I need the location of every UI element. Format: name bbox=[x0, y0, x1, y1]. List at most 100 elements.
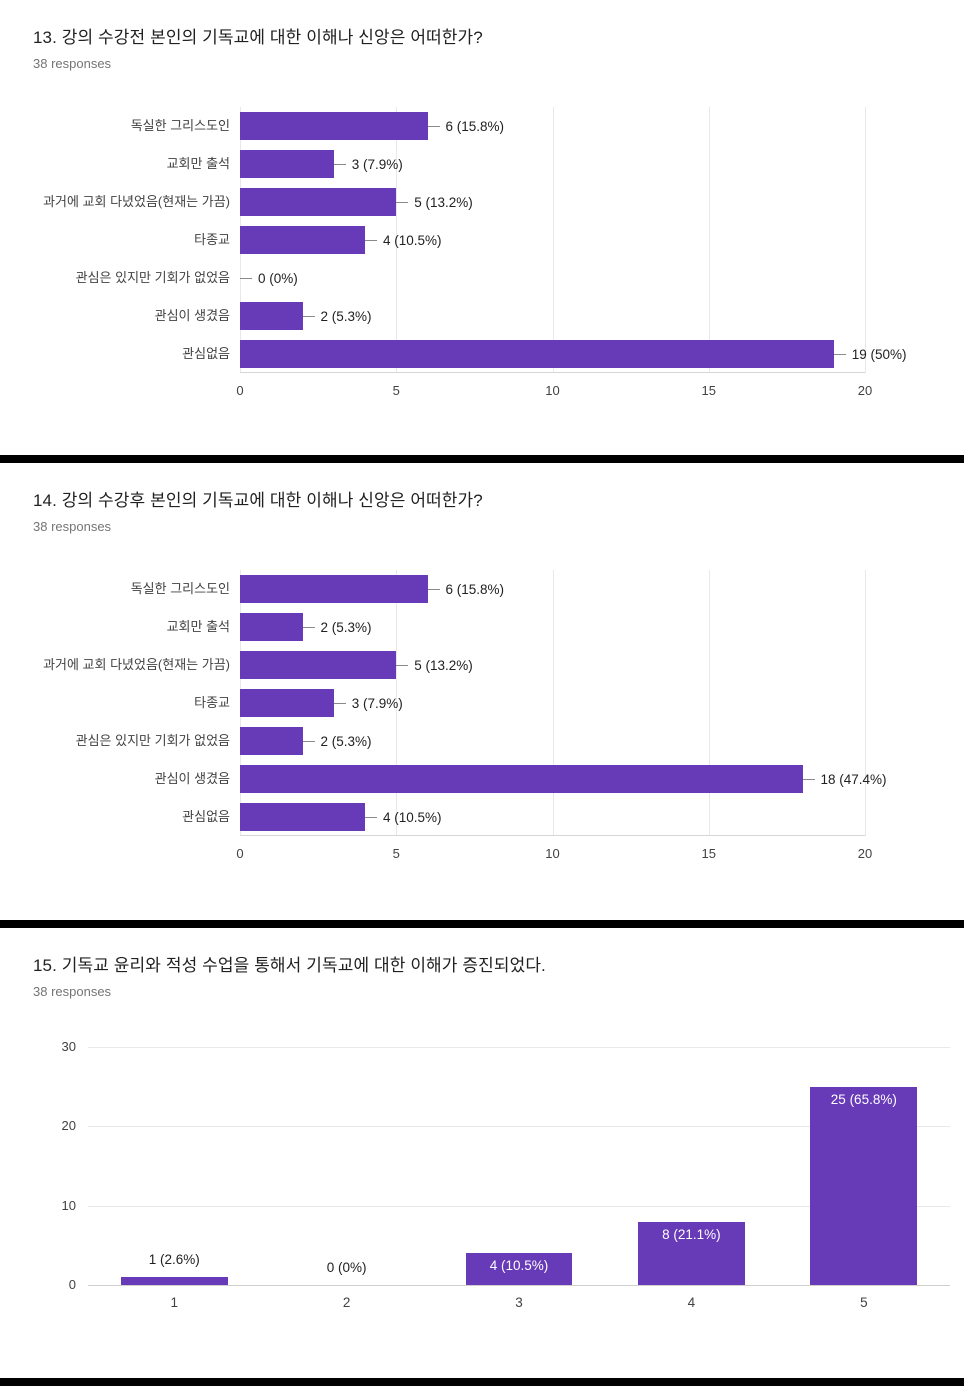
grid-line bbox=[88, 1047, 950, 1048]
chart-row: 과거에 교회 다녔었음(현재는 가끔) 5 (13.2%) bbox=[0, 646, 964, 684]
chart-row: 과거에 교회 다녔었음(현재는 가끔) 5 (13.2%) bbox=[0, 183, 964, 221]
axis-tick-label: 5 bbox=[392, 383, 400, 398]
grid-line bbox=[708, 107, 710, 373]
callout-line bbox=[365, 816, 377, 818]
bar bbox=[240, 112, 428, 140]
value-label: 6 (15.8%) bbox=[445, 581, 505, 597]
grid-line bbox=[88, 1126, 950, 1128]
callout-line bbox=[365, 239, 377, 241]
chart-row: 관심이 생겼음 18 (47.4%) bbox=[0, 760, 964, 798]
axis-tick-label: 0 bbox=[68, 1277, 76, 1292]
value-label: 2 (5.3%) bbox=[320, 619, 372, 635]
grid-line bbox=[88, 1205, 950, 1207]
callout-line bbox=[333, 702, 346, 704]
bar-track: 0 (0%) bbox=[240, 259, 964, 297]
responses-count: 38 responses bbox=[33, 984, 112, 999]
bar-track: 18 (47.4%) bbox=[240, 760, 964, 798]
grid-line bbox=[552, 570, 554, 836]
bar bbox=[240, 575, 428, 603]
axis-tick-label: 3 bbox=[515, 1295, 523, 1310]
question-15-chart: 0 10 20 30 1 (2.6%) 0 (0%) 4 (10.5%) 8 (21.1%) 2… bbox=[0, 1039, 964, 1310]
grid-line bbox=[396, 570, 398, 836]
axis-tick-label: 20 bbox=[61, 1118, 76, 1134]
bar bbox=[240, 727, 303, 755]
bar-track: 2 (5.3%) bbox=[240, 722, 964, 760]
question-13-section: 13. 강의 수강전 본인의 기독교에 대한 이해나 신앙은 어떠한가? 38 … bbox=[0, 0, 964, 455]
bar bbox=[240, 340, 834, 368]
chart-row: 관심없음 4 (10.5%) bbox=[0, 798, 964, 836]
callout-line bbox=[302, 315, 315, 317]
chart-row: 관심은 있지만 기회가 없었음 2 (5.3%) bbox=[0, 722, 964, 760]
bar bbox=[240, 188, 397, 216]
axis-tick-label: 1 bbox=[170, 1295, 178, 1310]
bar-track: 2 (5.3%) bbox=[240, 297, 964, 335]
value-label: 1 (2.6%) bbox=[148, 1252, 200, 1268]
grid-line bbox=[865, 570, 866, 836]
callout-line bbox=[333, 163, 346, 165]
x-axis: 1 2 3 4 5 bbox=[88, 1295, 950, 1310]
chart-row: 교회만 출석 3 (7.9%) bbox=[0, 145, 964, 183]
axis-line bbox=[240, 835, 865, 836]
axis-line bbox=[88, 1285, 950, 1286]
grid-line bbox=[865, 107, 866, 373]
bar-track: 3 (7.9%) bbox=[240, 145, 964, 183]
chart-row: 교회만 출석 2 (5.3%) bbox=[0, 608, 964, 646]
chart-plot-area: 0 10 20 30 1 (2.6%) 0 (0%) 4 (10.5%) 8 (21.1%) 2… bbox=[62, 1039, 950, 1292]
value-label: 3 (7.9%) bbox=[351, 695, 403, 711]
chart-row: 관심은 있지만 기회가 없었음 0 (0%) bbox=[0, 259, 964, 297]
value-label: 6 (15.8%) bbox=[445, 118, 505, 134]
chart-plot-area: 독실한 그리스도인 6 (15.8%) 교회만 출석 2 (5.3%) 과거에 교회 다… bbox=[0, 570, 964, 836]
category-label: 관심은 있지만 기회가 없었음 bbox=[75, 733, 230, 749]
question-14-section: 14. 강의 수강후 본인의 기독교에 대한 이해나 신앙은 어떠한가? 38 … bbox=[0, 463, 964, 920]
value-label: 8 (21.1%) bbox=[662, 1226, 721, 1242]
value-label: 4 (10.5%) bbox=[383, 809, 442, 825]
bar bbox=[240, 689, 334, 717]
section-divider bbox=[0, 455, 964, 463]
value-label: 25 (65.8%) bbox=[830, 1091, 897, 1107]
chart-row: 관심이 생겼음 2 (5.3%) bbox=[0, 297, 964, 335]
axis-tick-label: 10 bbox=[545, 383, 560, 398]
grid-line bbox=[396, 107, 398, 373]
bar-column: 25 (65.8%) bbox=[778, 1047, 950, 1285]
bar: 8 (21.1%) bbox=[637, 1221, 745, 1285]
axis-tick-label: 10 bbox=[61, 1197, 76, 1213]
value-label: 5 (13.2%) bbox=[414, 194, 473, 210]
callout-line bbox=[802, 778, 815, 780]
bar: 4 (10.5%) bbox=[465, 1253, 573, 1285]
bar-track: 5 (13.2%) bbox=[240, 183, 964, 221]
bar bbox=[240, 226, 365, 254]
category-label: 관심이 생겼음 bbox=[154, 308, 230, 324]
bar-track: 4 (10.5%) bbox=[240, 221, 964, 259]
category-label: 관심없음 bbox=[182, 346, 230, 362]
value-label: 0 (0%) bbox=[258, 270, 298, 286]
bars-area: 1 (2.6%) 0 (0%) 4 (10.5%) 8 (21.1%) 25 (65.8… bbox=[88, 1047, 950, 1285]
callout-line bbox=[427, 588, 440, 590]
x-axis: 0 5 10 15 20 bbox=[0, 373, 964, 407]
category-label: 독실한 그리스도인 bbox=[130, 581, 230, 597]
category-label: 독실한 그리스도인 bbox=[130, 118, 230, 134]
bar bbox=[240, 651, 397, 679]
bar-track: 2 (5.3%) bbox=[240, 608, 964, 646]
callout-line bbox=[427, 125, 440, 127]
axis-tick-label: 5 bbox=[392, 846, 400, 861]
callout-line bbox=[240, 277, 252, 279]
chart-row: 타종교 4 (10.5%) bbox=[0, 221, 964, 259]
category-label: 관심이 생겼음 bbox=[154, 771, 230, 787]
callout-line bbox=[396, 664, 409, 666]
category-label: 과거에 교회 다녔었음(현재는 가끔) bbox=[43, 194, 230, 210]
bar-column: 1 (2.6%) bbox=[88, 1047, 260, 1285]
category-label: 타종교 bbox=[194, 695, 230, 711]
bar bbox=[120, 1277, 228, 1285]
chart-row: 타종교 3 (7.9%) bbox=[0, 684, 964, 722]
section-divider bbox=[0, 920, 964, 928]
section-divider bbox=[0, 1378, 964, 1386]
callout-line bbox=[396, 201, 409, 203]
bar-column: 0 (0%) bbox=[260, 1047, 432, 1285]
category-label: 교회만 출석 bbox=[166, 619, 230, 635]
bar-column: 4 (10.5%) bbox=[433, 1047, 605, 1285]
callout-line bbox=[833, 353, 846, 355]
grid-line bbox=[552, 107, 554, 373]
axis-tick-label: 30 bbox=[61, 1039, 76, 1054]
bar-track: 6 (15.8%) bbox=[240, 570, 964, 608]
